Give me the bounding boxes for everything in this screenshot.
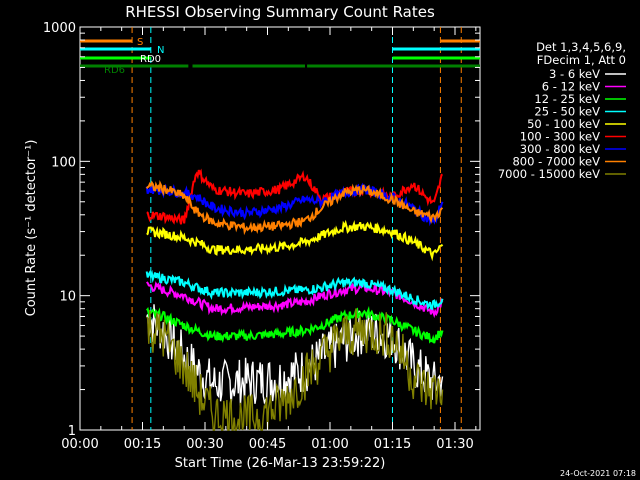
flag-bar-label: S (137, 37, 143, 48)
series-line (145, 269, 444, 311)
plot-box (79, 26, 481, 431)
legend-entry-label: 6 - 12 keV (542, 80, 600, 94)
x-axis-label: Start Time (26-Mar-13 23:59:22) (175, 456, 386, 471)
legend-entry-label: 7000 - 15000 keV (498, 167, 600, 181)
chart-title: RHESSI Observing Summary Count Rates (125, 3, 435, 21)
series-line (145, 182, 444, 227)
legend-entry-label: 800 - 7000 keV (512, 155, 600, 169)
legend-header-line: Det 1,3,4,5,6,9, (536, 40, 626, 54)
legend-entry-label: 300 - 800 keV (520, 142, 600, 156)
legend-entry-label: 100 - 300 keV (520, 130, 600, 144)
legend-header-line: FDecim 1, Att 0 (537, 53, 626, 67)
series-line (146, 219, 444, 262)
x-tick-label: 00:45 (249, 437, 286, 452)
series-lines (145, 168, 444, 431)
flag-bar-label: RD6 (104, 65, 125, 76)
x-tick-label: 00:00 (61, 437, 98, 452)
series-line (145, 179, 444, 236)
y-tick-label: 1000 (43, 21, 76, 36)
x-tick-label: 00:30 (186, 437, 223, 452)
vertical-markers (131, 27, 462, 430)
legend-entry-label: 12 - 25 keV (534, 92, 600, 106)
y-tick-label: 10 (59, 290, 76, 305)
x-tick-label: 00:15 (124, 437, 161, 452)
legend-entry-label: 50 - 100 keV (527, 117, 600, 131)
flag-bar-label: N (157, 45, 164, 56)
flag-bar-label: RD0 (140, 54, 161, 65)
y-axis-label: Count Rate (s⁻¹ detector⁻¹) (24, 140, 39, 317)
plot-axes (79, 26, 481, 431)
series-line (146, 308, 444, 431)
series-line (145, 305, 444, 344)
axis-ticks: 00:00 00:15 00:30 00:45 01:00 01:15 01:30 1 10 10… (43, 21, 480, 452)
legend-entry-label: 25 - 50 keV (534, 105, 600, 119)
timestamp: 24-Oct-2021 07:18 (560, 469, 636, 478)
legend-entry-label: 3 - 6 keV (549, 67, 600, 81)
x-tick-label: 01:30 (436, 437, 473, 452)
x-tick-label: 01:00 (311, 437, 348, 452)
y-tick-label: 100 (51, 155, 76, 170)
legend: Det 1,3,4,5,6,9,FDecim 1, Att 03 - 6 keV… (498, 40, 626, 181)
y-tick-label: 1 (68, 424, 76, 439)
x-tick-label: 01:15 (374, 437, 411, 452)
